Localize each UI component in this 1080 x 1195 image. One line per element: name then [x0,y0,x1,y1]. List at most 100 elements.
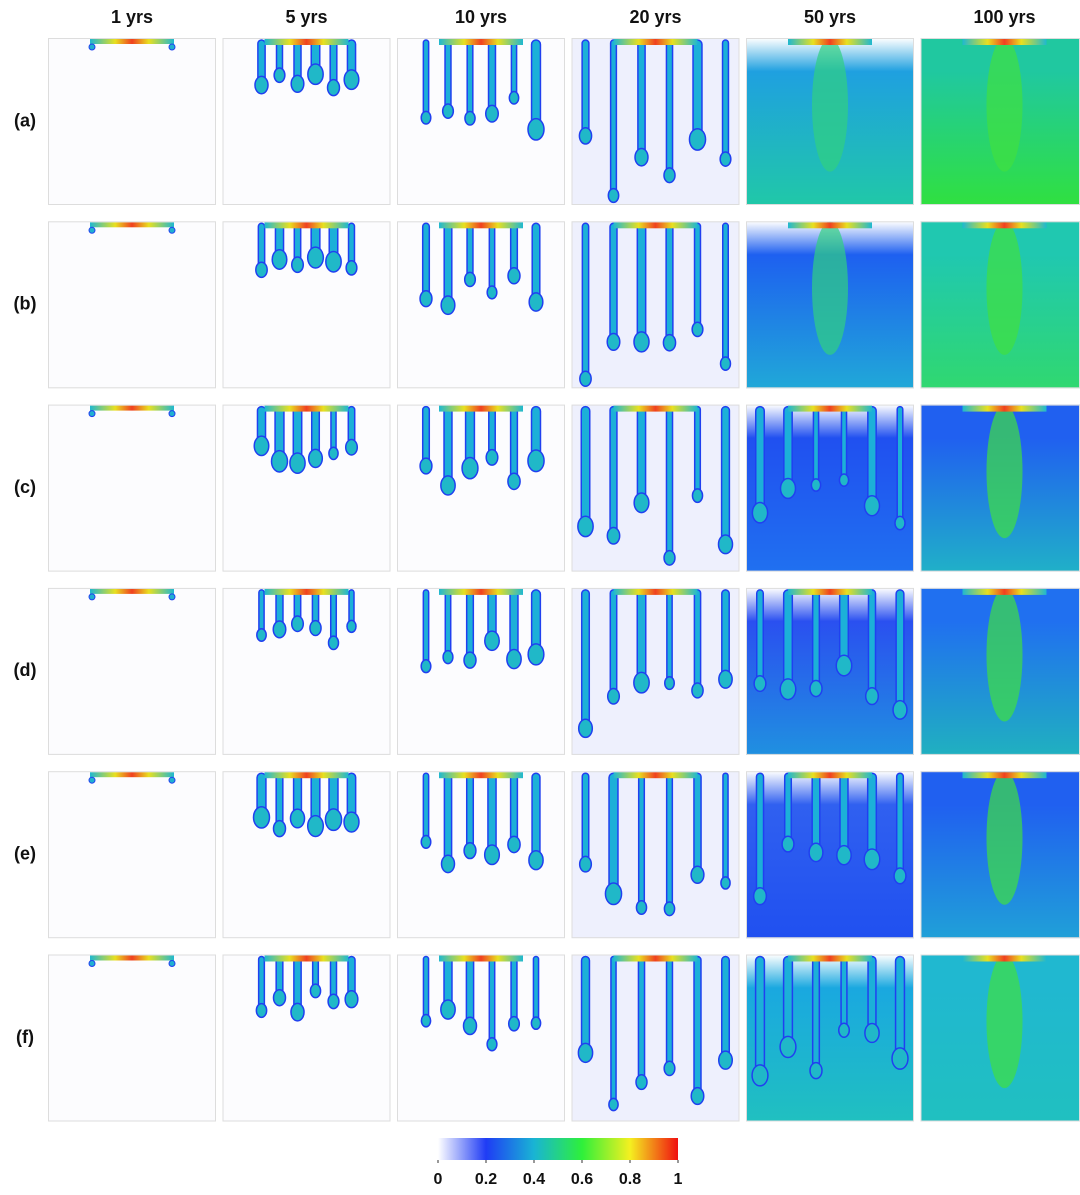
finger [331,590,337,643]
finger-tip [485,631,499,650]
finger-tip [665,677,674,690]
finger-tip [782,836,794,852]
plume-source [788,772,872,778]
finger [532,40,541,129]
colorbar-tick-label: 0.2 [475,1171,497,1188]
finger-tip [893,701,907,720]
plume-source [963,772,1047,778]
panel [48,38,216,205]
finger [609,773,618,894]
finger [511,40,516,98]
finger-tip [718,535,732,554]
droplet [169,227,175,233]
finger [637,407,645,503]
panel-background [48,955,216,1122]
panel [397,405,565,572]
finger [582,773,588,864]
droplet [89,44,95,50]
finger [582,223,588,378]
plume-front [90,222,174,227]
finger-tip [274,821,286,837]
droplet [169,411,175,417]
finger-tip [509,1017,520,1031]
finger-tip [291,75,304,92]
finger-tip [719,1051,733,1069]
panel [48,955,216,1122]
finger-tip [721,357,731,370]
panel [746,221,914,388]
finger [582,590,590,728]
finger [722,957,730,1061]
plume-source [614,956,698,962]
finger-tip [781,478,796,498]
finger-tip [464,652,476,668]
finger [638,40,645,157]
colorbar-tick-label: 0 [434,1171,443,1188]
finger-tip [579,719,593,737]
finger-tip [441,476,455,495]
colorbar-tick-label: 0.8 [619,1171,641,1188]
panel-background [223,588,391,755]
finger [610,407,617,536]
finger-tip [636,901,646,914]
finger-tip [443,651,453,664]
plume-source [614,39,698,45]
finger [756,957,765,1076]
finger-tip [810,681,822,697]
plume-source [439,956,523,962]
finger [331,407,336,454]
finger [897,407,903,523]
finger-tip [328,994,339,1008]
panel-background [572,955,740,1122]
panel-background [397,955,565,1122]
finger-tip [441,1000,455,1019]
finger [723,40,729,159]
finger-tip [580,371,591,386]
panel [746,955,914,1122]
panel [397,221,565,388]
finger-tip [421,836,431,849]
finger-tip [254,436,269,455]
finger [445,590,450,657]
finger-tip [719,670,732,688]
finger-tip [865,496,880,516]
finger [488,773,496,855]
finger-tip [754,676,766,692]
finger [868,773,877,859]
finger [511,773,518,844]
finger-tip [689,129,705,150]
finger-tip [634,493,649,513]
column-header: 1 yrs [111,7,153,27]
finger [695,407,701,496]
plume-core [987,955,1023,1089]
row-label: (d) [14,660,37,680]
finger [868,957,876,1033]
plume-source [439,39,523,45]
plume-front [90,772,174,777]
finger [784,957,793,1047]
droplet [89,594,95,600]
panel-background [48,221,216,388]
plume-source [963,589,1047,595]
panel [223,38,391,205]
finger-tip [837,846,851,865]
finger-tip [836,655,851,676]
column-header: 10 yrs [455,7,507,27]
finger-tip [578,516,593,536]
panel [223,221,391,388]
plume-core [987,405,1023,539]
row-label: (e) [14,843,36,863]
plume-source [788,406,872,412]
finger [611,957,616,1105]
finger [723,223,729,363]
finger-tip [272,451,288,472]
finger-tip [273,990,285,1006]
colorbar-tick-label: 1 [674,1171,683,1188]
plume-source [439,222,523,228]
finger-tip [508,836,520,852]
panel-background [746,588,914,755]
finger [840,773,848,855]
panel-background [223,38,391,205]
finger-tip [528,119,544,140]
column-header: 5 yrs [285,7,327,27]
